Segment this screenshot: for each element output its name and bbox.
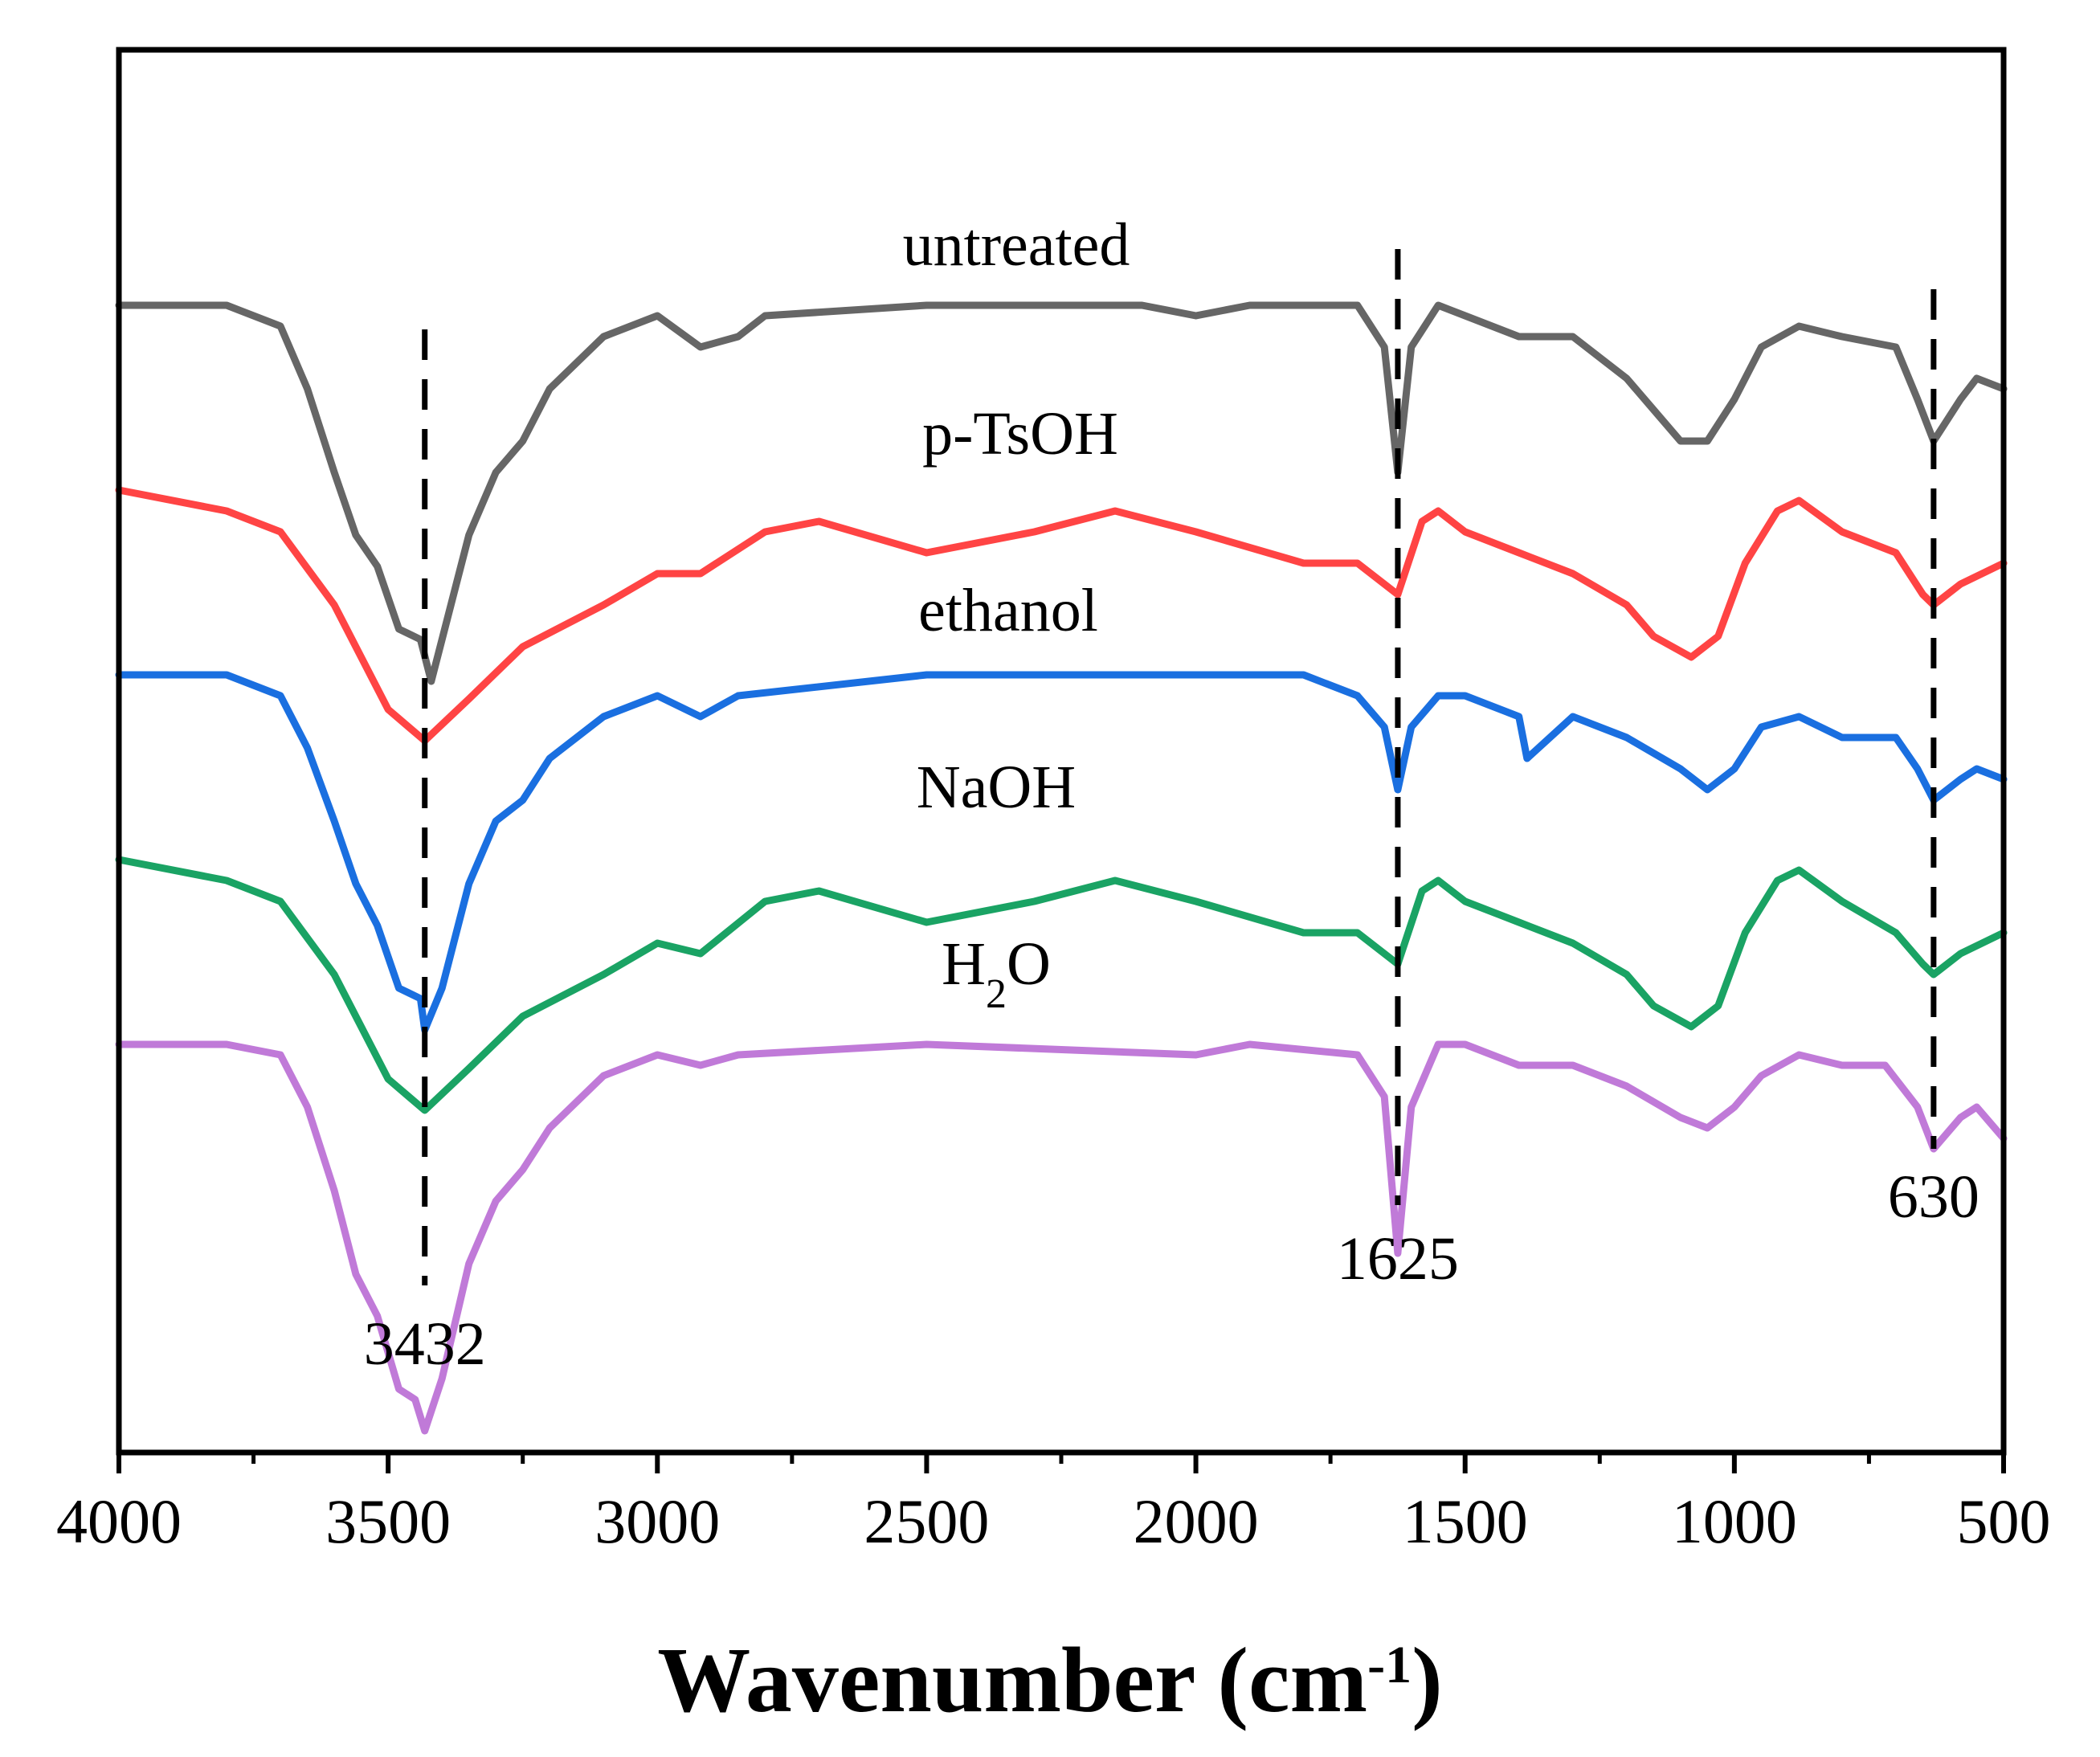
series-group [115,301,2008,1435]
axes: 4000 3500 3000 2500 2000 1500 1000 500 [56,47,2051,1556]
series-labels: untreated p-TsOH ethanol NaOH H2O [903,211,1130,1017]
series-label-H2O: H2O [942,930,1051,1017]
series-line-ethanol [115,671,2008,1034]
series-line-p-TsOH [115,486,2008,745]
x-tick-label: 3500 [325,1486,451,1556]
series-line-NaOH [115,856,2008,1114]
peak-label-1625: 1625 [1337,1225,1459,1293]
peak-label-630: 630 [1888,1163,1979,1231]
x-tick-label: 2500 [864,1486,989,1556]
x-axis-title: Wavenumber (cm-1) [657,1629,1443,1732]
series-line-H2O [115,1040,2008,1435]
x-tick-label: 4000 [56,1486,182,1556]
peak-label-3432: 3432 [364,1310,486,1378]
series-label-p-TsOH: p-TsOH [922,400,1118,468]
x-tick-label: 1500 [1403,1486,1528,1556]
x-tick-label: 2000 [1134,1486,1259,1556]
series-label-ethanol: ethanol [918,577,1098,644]
series-label-untreated: untreated [903,211,1130,279]
series-line-untreated [115,301,2008,685]
x-tick-label: 3000 [594,1486,720,1556]
series-label-NaOH: NaOH [917,754,1076,821]
x-tick-label: 500 [1957,1486,2051,1556]
x-tick-label: 1000 [1672,1486,1797,1556]
peak-lines: 3432 1625 630 [364,249,1979,1378]
